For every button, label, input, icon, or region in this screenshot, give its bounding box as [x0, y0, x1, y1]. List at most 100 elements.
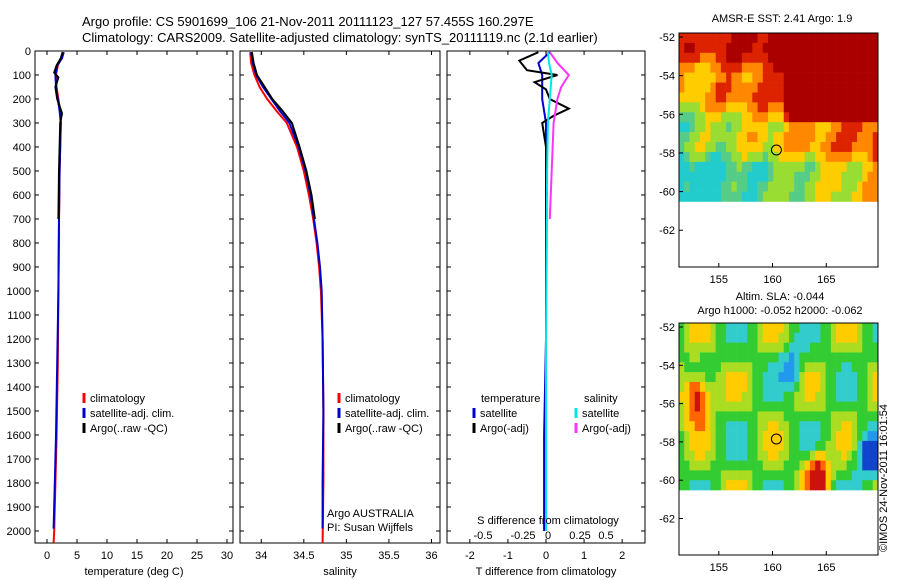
sst-map-cell [684, 161, 690, 173]
sst-map-cell [710, 122, 716, 133]
sla-map-cell [752, 323, 758, 334]
sla-map-cell [815, 401, 821, 412]
sst-map-cell [689, 171, 696, 182]
sst-map-cell [768, 42, 774, 54]
sst-map-cell [851, 33, 858, 44]
sla-map-cell [731, 381, 737, 393]
sla-map-cell [768, 440, 774, 452]
sst-map-cell [705, 62, 711, 73]
sst-map-cell [851, 142, 858, 153]
sla-map-cell [694, 352, 701, 363]
sla-map-cell [804, 342, 811, 353]
sla-map-cell [710, 323, 716, 334]
sla-map-cell [783, 342, 790, 353]
sla-map-cell [804, 460, 811, 471]
sst-map-cell [809, 42, 816, 54]
sla-map-cell [794, 460, 800, 471]
sla-map-cell [752, 401, 758, 412]
sst-map-cell [857, 132, 863, 143]
sla-map-cell [736, 421, 743, 432]
sst-map-cell [841, 142, 847, 153]
sst-map-cell [804, 161, 811, 173]
sla-map-cell [846, 372, 853, 383]
sla-map-cell [862, 440, 868, 452]
sst-map-cell [694, 171, 701, 182]
sla-map-cell [736, 352, 743, 363]
sla-map-cell [705, 480, 711, 491]
sst-map-cell [773, 62, 779, 73]
sst-map-cell [689, 42, 696, 54]
sst-map-cell [778, 181, 785, 192]
argo-credit-line: PI: Susan Wijffels [327, 522, 413, 534]
sst-map-cell [741, 191, 748, 202]
sst-map-cell [736, 181, 743, 192]
sla-map-cell [694, 411, 701, 422]
sla-map-cell [841, 342, 847, 353]
sst-map-cell [705, 72, 711, 83]
sst-map-cell [762, 42, 769, 54]
sla-map-cell [836, 342, 842, 353]
sst-map-cell [778, 52, 785, 64]
sla-map-cell [799, 450, 805, 461]
sla-map-cell [788, 362, 795, 373]
sla-map-cell [762, 421, 769, 432]
sst-map-cell [773, 102, 779, 113]
sst-map-cell [799, 132, 805, 143]
sla-map-cell [715, 431, 722, 442]
sst-map-cell [694, 132, 701, 143]
sst-map-cell [684, 142, 690, 153]
sst-map-cell [720, 72, 727, 83]
sst-map-cell [731, 42, 737, 54]
sla-map-cell [768, 431, 774, 442]
sla-map-cell [726, 332, 732, 343]
sla-map-cell [794, 332, 800, 343]
sst-map-cell [851, 72, 858, 83]
salinity-xtick-label: 35.5 [378, 550, 399, 562]
sst-map-cell [867, 112, 874, 123]
sla-map-cell [699, 460, 706, 471]
sla-map-cell [694, 332, 701, 343]
sst-map-cell [689, 191, 696, 202]
sla-map-cell [841, 480, 847, 491]
sla-map-cell [809, 470, 816, 481]
sst-map-cell [715, 42, 722, 54]
sla-map-cell [862, 352, 868, 363]
sla-map-cell [720, 440, 727, 452]
sla-map-cell [804, 323, 811, 334]
depth-tick-label: 200 [13, 94, 31, 106]
sst-map-cell [752, 92, 758, 103]
sla-map-cell [841, 381, 847, 393]
sla-map-cell [788, 440, 795, 452]
sla-map-cell [741, 431, 748, 442]
sla-map-cell [720, 323, 727, 334]
sst-map-cell [752, 102, 758, 113]
sst-map-cell [778, 92, 785, 103]
sst-map-cell [783, 82, 790, 93]
sst-map-cell [804, 42, 811, 54]
sst-map-cell [862, 122, 868, 133]
sst-map-cell [809, 161, 816, 173]
difference-series-s-satellite [545, 52, 553, 531]
sst-map-cell [705, 92, 711, 103]
sst-map-cell [726, 132, 732, 143]
sla-map-cell [752, 342, 758, 353]
sst-map-cell [841, 82, 847, 93]
sst-map-cell [815, 181, 821, 192]
sla-map-cell [679, 332, 685, 343]
sst-map-cell [841, 191, 847, 202]
sst-map-cell [689, 142, 696, 153]
sst-map-cell [830, 33, 837, 44]
sla-map-xtick-label: 165 [817, 562, 835, 574]
depth-tick-label: 400 [13, 142, 31, 154]
sla-map-cell [820, 372, 826, 383]
sst-map-cell [799, 191, 805, 202]
sst-map-cell [809, 102, 816, 113]
sst-map-cell [752, 161, 758, 173]
sst-map-cell [747, 122, 753, 133]
sla-map-cell [794, 362, 800, 373]
sst-map-cell [830, 42, 837, 54]
sla-map-cell [804, 411, 811, 422]
sst-map-cell [778, 191, 785, 202]
sla-map-cell [752, 381, 758, 393]
sst-map-cell [768, 191, 774, 202]
